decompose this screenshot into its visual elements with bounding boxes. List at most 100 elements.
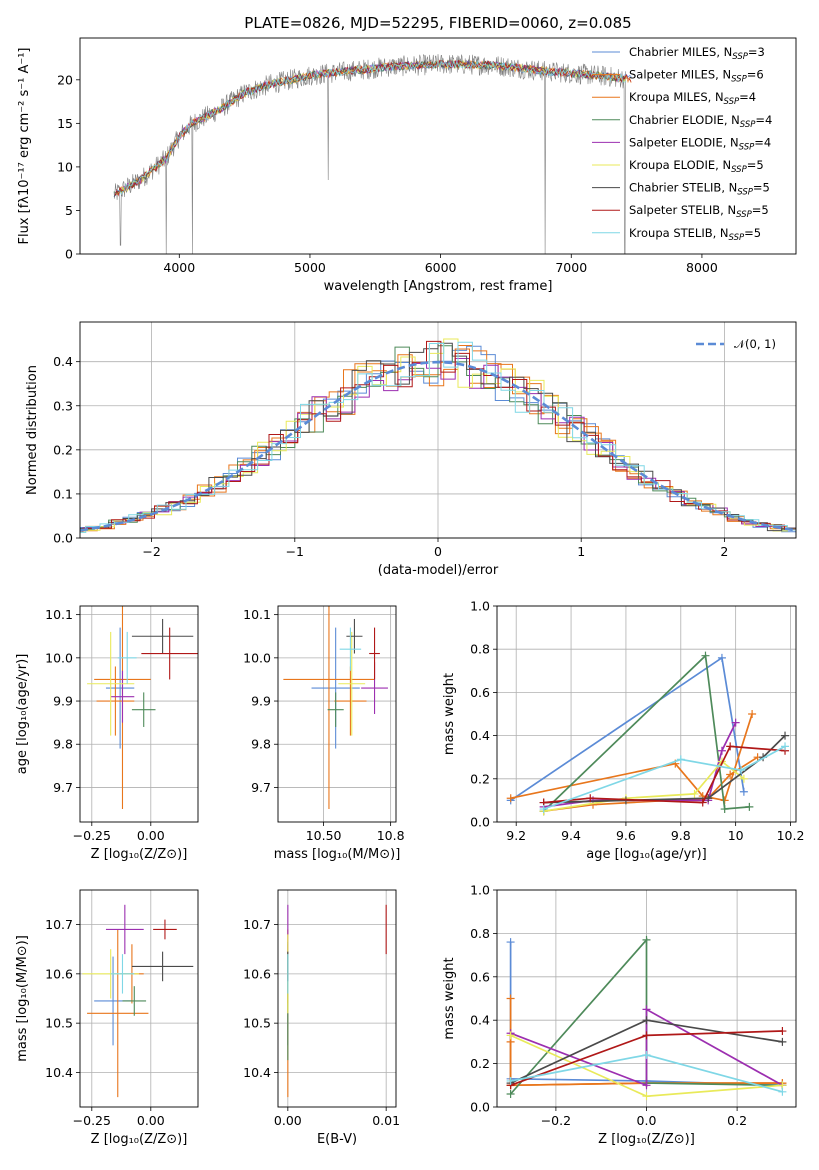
legend-subscript: SSP bbox=[737, 188, 753, 198]
series-marker bbox=[731, 718, 740, 727]
y-tick-label: 0.0 bbox=[470, 815, 490, 830]
axes-frame bbox=[79, 321, 797, 539]
y-tick-label: 0.0 bbox=[53, 531, 73, 546]
legend-subscript: SSP bbox=[724, 97, 740, 107]
y-tick-label: 9.7 bbox=[53, 780, 73, 795]
legend-model-name: Salpeter MILES, N bbox=[629, 68, 731, 82]
x-axis-label: age [log₁₀(age/yr)] bbox=[586, 847, 707, 862]
series-marker bbox=[642, 1016, 651, 1025]
panel-mass-vs-ebv: 0.00 0.01 10.4 10.5 10.6 10.7 E(B-V) bbox=[243, 889, 400, 1147]
series-line bbox=[543, 734, 786, 804]
y-tick-label: 0.2 bbox=[470, 771, 490, 786]
y-tick-label: 0.4 bbox=[53, 354, 73, 369]
series-marker bbox=[642, 1092, 651, 1101]
x-tick-label: 2 bbox=[720, 544, 728, 559]
series-marker bbox=[506, 938, 515, 947]
panel-mass-vs-z: −0.25 0.00 10.4 10.5 10.6 10.7 Z [log₁₀(Z/Z⊙)]… bbox=[15, 889, 199, 1147]
x-tick-label: 9.4 bbox=[561, 828, 581, 843]
legend-n-ssp: =4 bbox=[755, 113, 772, 127]
y-tick-label: 10.6 bbox=[45, 966, 73, 981]
y-axis-label: Flux [fλ10⁻¹⁷ erg cm⁻² s⁻¹ A⁻¹] bbox=[17, 48, 32, 245]
series-marker bbox=[726, 742, 735, 751]
y-tick-label: 10.0 bbox=[45, 650, 73, 665]
axes-frame bbox=[496, 889, 797, 1108]
y-tick-label: 15 bbox=[57, 116, 73, 131]
x-axis-label: Z [log₁₀(Z/Z⊙)] bbox=[91, 1132, 188, 1147]
y-tick-label: 10.6 bbox=[243, 966, 271, 981]
x-tick-label: 9.6 bbox=[616, 828, 636, 843]
legend-model-name: Chabrier STELIB, N bbox=[629, 181, 737, 195]
y-tick-label: 9.8 bbox=[53, 737, 73, 752]
x-tick-label: −0.25 bbox=[73, 828, 111, 843]
x-axis-label: mass [log₁₀(M/M⊙)] bbox=[274, 847, 401, 862]
axes-frame bbox=[496, 605, 797, 823]
legend-subscript: SSP bbox=[736, 210, 752, 220]
legend-entry: Kroupa STELIB, NSSP=5 bbox=[629, 226, 761, 243]
panel-spectrum: 4000 5000 6000 7000 8000 0 5 10 15 20 wavelength [… bbox=[17, 37, 797, 294]
x-tick-label: 10.8 bbox=[377, 828, 405, 843]
y-tick-label: 0.2 bbox=[53, 442, 73, 457]
series-marker bbox=[726, 770, 735, 779]
x-tick-label: 1 bbox=[577, 544, 585, 559]
x-tick-label: 0.00 bbox=[137, 828, 165, 843]
y-tick-label: 9.8 bbox=[251, 737, 271, 752]
y-tick-label: 10.7 bbox=[243, 917, 271, 932]
legend-model-name: Kroupa ELODIE, N bbox=[629, 158, 731, 172]
y-tick-label: 10.1 bbox=[45, 607, 73, 622]
panel-massweight-vs-age: 9.2 9.4 9.6 9.8 10 10.2 0.0 0.2 0.4 0.6 0.8 1.0 age … bbox=[442, 599, 804, 863]
series-marker bbox=[642, 1005, 651, 1014]
series-marker bbox=[698, 798, 707, 807]
y-tick-label: 0.8 bbox=[470, 926, 490, 941]
legend-n-ssp: =4 bbox=[739, 90, 756, 104]
series-line bbox=[543, 745, 786, 804]
y-tick-label: 0 bbox=[65, 247, 73, 262]
y-tick-label: 10.1 bbox=[243, 607, 271, 622]
axes-frame bbox=[277, 605, 397, 823]
series-marker bbox=[739, 787, 748, 796]
x-tick-label: 0.01 bbox=[372, 1113, 400, 1128]
legend-subscript: SSP bbox=[740, 120, 756, 130]
legend-n-ssp: =3 bbox=[748, 45, 765, 59]
x-tick-label: −1 bbox=[286, 544, 304, 559]
y-tick-label: 0.2 bbox=[470, 1056, 490, 1071]
series-marker bbox=[506, 1076, 515, 1085]
series-line bbox=[543, 745, 786, 810]
y-tick-label: 0.4 bbox=[470, 728, 490, 743]
legend-entry: Chabrier ELODIE, NSSP=4 bbox=[629, 113, 772, 130]
y-tick-label: 5 bbox=[65, 203, 73, 218]
y-tick-label: 0.0 bbox=[470, 1100, 490, 1115]
axes-frame bbox=[277, 889, 397, 1108]
x-axis-label: Z [log₁₀(Z/Z⊙)] bbox=[91, 847, 188, 862]
series-marker bbox=[506, 994, 515, 1003]
legend-subscript: SSP bbox=[731, 165, 747, 175]
x-tick-label: 10.2 bbox=[777, 828, 805, 843]
legend-n-ssp: =5 bbox=[747, 158, 764, 172]
series-marker bbox=[781, 731, 790, 740]
x-tick-label: 0.00 bbox=[137, 1113, 165, 1128]
y-tick-label: 10.5 bbox=[45, 1016, 73, 1031]
axes-frame bbox=[79, 37, 797, 255]
legend-model-name: Kroupa STELIB, N bbox=[629, 226, 729, 240]
x-tick-label: 0.2 bbox=[727, 1113, 747, 1128]
y-tick-label: 1.0 bbox=[470, 883, 490, 898]
x-tick-label: 4000 bbox=[163, 260, 195, 275]
x-axis-label: Z [log₁₀(Z/Z⊙)] bbox=[598, 1132, 695, 1147]
legend-n-ssp: =5 bbox=[753, 181, 770, 195]
axes-frame bbox=[79, 889, 199, 1108]
series-marker bbox=[642, 1081, 651, 1090]
series-marker bbox=[642, 1031, 651, 1040]
legend-subscript: SSP bbox=[729, 233, 745, 243]
x-tick-label: 9.8 bbox=[671, 828, 691, 843]
legend-model-name: Chabrier ELODIE, N bbox=[629, 113, 740, 127]
x-tick-label: 7000 bbox=[555, 260, 587, 275]
x-tick-label: 0.0 bbox=[637, 1113, 657, 1128]
series-line bbox=[543, 653, 750, 812]
legend-entry: Kroupa MILES, NSSP=4 bbox=[629, 90, 756, 107]
spectrum-observed-line bbox=[113, 54, 627, 254]
y-tick-label: 10.5 bbox=[243, 1016, 271, 1031]
panel-age-vs-z: −0.25 0.00 9.7 9.8 9.9 10.0 10.1 Z [log₁₀(Z/Z⊙)… bbox=[15, 605, 199, 862]
series-marker bbox=[737, 766, 746, 775]
legend-n-ssp: =5 bbox=[744, 226, 761, 240]
figure-title: PLATE=0826, MJD=52295, FIBERID=0060, z=0… bbox=[244, 14, 631, 32]
y-tick-label: 0.6 bbox=[470, 685, 490, 700]
